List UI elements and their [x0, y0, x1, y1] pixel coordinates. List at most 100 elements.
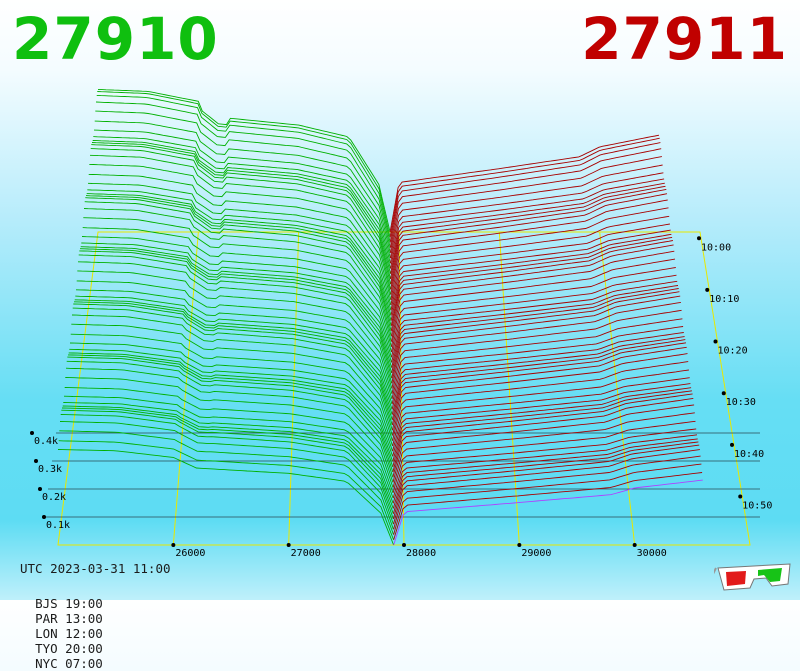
- bid-depth-line: [79, 248, 393, 374]
- time-tick-dot: [730, 442, 734, 447]
- bid-depth-line: [62, 405, 394, 509]
- ask-depth-line: [392, 393, 693, 473]
- ask-depth-line: [389, 134, 660, 233]
- bid-depth-line: [65, 367, 394, 483]
- bid-depth-line: [96, 94, 391, 243]
- bid-depth-line: [88, 173, 392, 306]
- time-tick-dot: [697, 236, 701, 241]
- bid-depth-line: [70, 333, 393, 447]
- ask-depth-line: [389, 137, 660, 238]
- bid-depth-line: [81, 242, 392, 363]
- ask-depth-line: [392, 434, 698, 504]
- ask-price: 27911: [581, 5, 788, 73]
- bid-depth-line: [97, 88, 391, 233]
- bid-depth-line: [97, 91, 391, 238]
- ask-depth-line: [391, 295, 681, 384]
- timezone-lon: LON 12:00: [35, 626, 103, 641]
- depth-chart: 26000 27000 28000 29000 30000 0.1k 0.2k 0.3k 0.4…: [30, 88, 772, 559]
- 3d-glasses-icon[interactable]: [714, 560, 794, 594]
- bid-depth-line: [89, 163, 392, 300]
- ask-depth-line: [392, 397, 694, 478]
- x-tick-dot: [402, 543, 406, 547]
- ask-depth-line: [393, 449, 700, 525]
- bid-depth-line: [71, 323, 393, 441]
- ask-depth-line: [392, 404, 695, 483]
- time-tick-dot: [713, 339, 718, 344]
- y-tick-label: 0.4k: [34, 436, 58, 447]
- bid-depth-line: [85, 197, 392, 332]
- bid-depth-line: [94, 120, 391, 259]
- ask-depth-line: [391, 267, 676, 353]
- ask-depth-line: [391, 309, 682, 394]
- bid-depth-line: [87, 182, 392, 311]
- ask-depth-line: [390, 199, 668, 295]
- grid-line-price: [288, 231, 300, 546]
- grid-line-price: [498, 231, 520, 546]
- ask-depth-line: [393, 463, 702, 535]
- bid-depth-line: [77, 261, 393, 389]
- time-tick-dot: [705, 287, 710, 292]
- ask-depth-line: [390, 236, 673, 326]
- grid-line-price: [398, 231, 405, 546]
- bid-depth-line: [82, 227, 392, 353]
- bid-depth-line: [78, 254, 393, 384]
- bid-depth-line: [83, 208, 392, 342]
- bid-depth-line: [66, 360, 394, 478]
- bid-depth-line: [73, 303, 393, 426]
- y-tick-label: 0.1k: [46, 520, 70, 531]
- bid-depth-line: [86, 193, 392, 321]
- bid-depth-line: [71, 314, 393, 436]
- bid-depth-line: [91, 142, 391, 280]
- bid-depth-line: [79, 250, 393, 379]
- time-tick-dot: [721, 391, 726, 396]
- ask-depth-line: [391, 285, 679, 368]
- bid-depth-line: [63, 395, 394, 499]
- ask-depth-line: [393, 479, 703, 546]
- bid-depth-line: [90, 148, 392, 290]
- x-tick-dot: [286, 543, 291, 547]
- ask-depth-line: [389, 164, 663, 259]
- timezone-tyo: TYO 20:00: [35, 641, 103, 656]
- grid-line-price: [172, 231, 199, 546]
- bid-depth-line: [59, 421, 394, 530]
- time-tick-label: 10:30: [726, 397, 756, 408]
- ask-depth-line: [392, 383, 691, 457]
- timezone-bjs: BJS 19:00: [35, 596, 103, 611]
- time-tick-label: 10:50: [742, 500, 772, 511]
- bid-depth-line: [95, 101, 391, 248]
- ask-depth-line: [391, 332, 684, 410]
- bid-price: 27910: [12, 5, 219, 73]
- x-tick-label: 30000: [637, 548, 667, 559]
- ask-depth-line: [392, 390, 692, 467]
- ask-depth-line: [390, 188, 667, 285]
- x-tick-label: 28000: [406, 548, 436, 559]
- bid-depth-line: [57, 449, 395, 546]
- timezone-nyc: NYC 07:00: [35, 656, 103, 671]
- y-tick-label: 0.3k: [38, 464, 62, 475]
- bid-depth-line: [63, 402, 394, 504]
- bid-depth-line: [84, 201, 392, 337]
- ask-depth-line: [392, 428, 697, 499]
- bid-depth-line: [68, 352, 394, 462]
- ask-depth-line: [393, 472, 703, 540]
- bid-depth-line: [91, 144, 392, 285]
- ask-depth-line: [389, 172, 664, 264]
- ask-depth-line: [390, 258, 676, 347]
- ask-depth-line: [391, 291, 680, 379]
- ask-depth-line: [390, 178, 665, 269]
- bid-depth-line: [65, 377, 394, 488]
- ask-depth-line: [391, 346, 687, 431]
- bid-depth-line: [75, 289, 393, 405]
- ask-depth-line: [392, 444, 700, 520]
- ask-depth-line: [390, 193, 668, 290]
- ask-depth-line: [391, 280, 678, 363]
- ask-depth-line: [389, 156, 662, 253]
- ask-depth-line: [390, 244, 674, 337]
- ask-depth-line: [392, 353, 688, 436]
- x-tick-dot: [171, 543, 176, 547]
- ask-depth-line: [390, 229, 671, 316]
- bid-depth-line: [93, 136, 391, 269]
- time-tick-label: 10:40: [734, 449, 764, 460]
- time-tick-label: 10:00: [701, 242, 731, 253]
- axis-labels: 26000 27000 28000 29000 30000 0.1k 0.2k 0.3k 0.4…: [30, 236, 772, 559]
